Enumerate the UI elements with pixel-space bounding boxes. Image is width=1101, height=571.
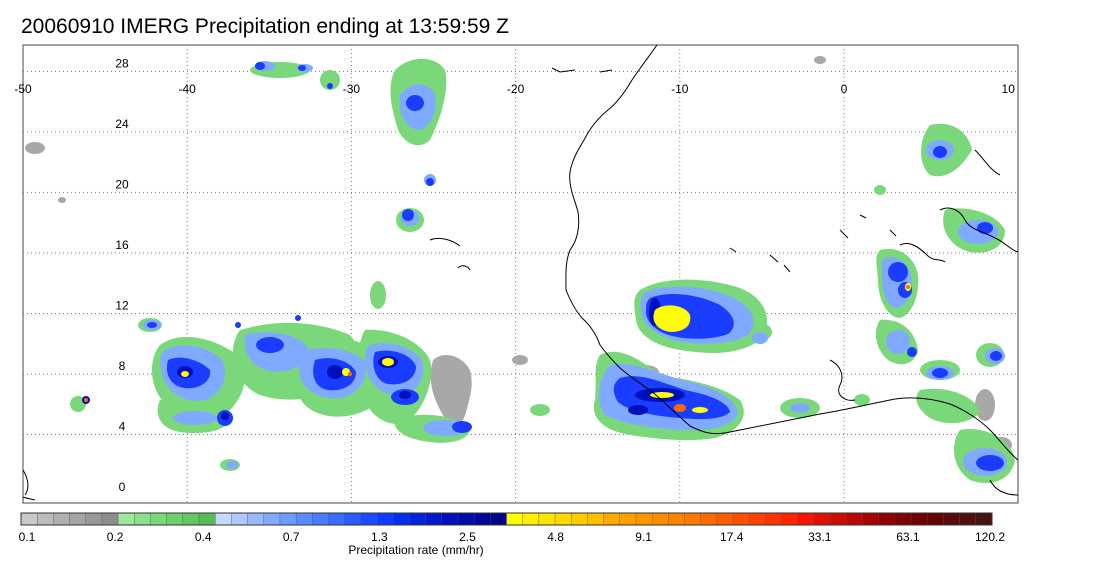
colorbar-swatch (457, 512, 475, 526)
colorbar-tick-label: 120.2 (975, 530, 1005, 544)
colorbar-tick-label: 0.4 (195, 530, 212, 544)
colorbar-swatch (441, 512, 459, 526)
colorbar-swatch (20, 512, 38, 526)
colorbar-swatch (312, 512, 329, 526)
colorbar-swatch (295, 512, 313, 526)
colorbar-swatch (360, 512, 378, 526)
latitude-tick-label: 12 (115, 298, 129, 312)
colorbar-swatch (910, 512, 928, 526)
colorbar-tick-label: 0.1 (19, 530, 36, 544)
colorbar-swatch (538, 512, 556, 526)
colorbar-tick-label: 9.1 (635, 530, 652, 544)
colorbar-swatch (797, 512, 815, 526)
colorbar-swatch (829, 512, 847, 526)
longitude-tick-label: 0 (841, 82, 848, 96)
colorbar-swatch (700, 512, 718, 526)
colorbar-swatch (878, 512, 896, 526)
colorbar-tick-label: 0.7 (283, 530, 300, 544)
colorbar-swatch (927, 512, 944, 526)
precipitation-field (25, 56, 1015, 484)
colorbar-swatch (749, 512, 766, 526)
longitude-tick-label: 10 (1002, 82, 1016, 96)
colorbar-tick-label: 2.5 (459, 530, 476, 544)
colorbar-swatch (587, 512, 605, 526)
latitude-tick-label: 28 (115, 56, 129, 70)
colorbar-swatch (781, 512, 799, 526)
colorbar-swatch (53, 512, 71, 526)
colorbar-swatch (134, 512, 151, 526)
colorbar-swatch (198, 512, 216, 526)
colorbar-swatch (69, 512, 87, 526)
colorbar-swatch (117, 512, 135, 526)
colorbar-swatch (231, 512, 249, 526)
colorbar-swatch (603, 512, 621, 526)
colorbar-swatch (263, 512, 281, 526)
colorbar-swatch (409, 512, 427, 526)
colorbar-swatch (150, 512, 168, 526)
colorbar-swatch (554, 512, 572, 526)
colorbar-label: Precipitation rate (mm/hr) (348, 543, 483, 557)
colorbar-tick-label: 4.8 (547, 530, 564, 544)
colorbar-swatch (716, 512, 734, 526)
colorbar-swatch (393, 512, 410, 526)
map-title: 20060910 IMERG Precipitation ending at 1… (21, 15, 509, 38)
colorbar-tick-label: 17.4 (720, 530, 744, 544)
colorbar-swatch (247, 512, 265, 526)
latitude-tick-label: 8 (119, 359, 126, 373)
colorbar-swatch (651, 512, 669, 526)
longitude-tick-label: -40 (179, 82, 197, 96)
colorbar-tick-label: 1.3 (371, 530, 388, 544)
colorbar-swatch (668, 512, 686, 526)
colorbar-border (20, 512, 993, 526)
colorbar-swatch (619, 512, 637, 526)
colorbar-swatch (635, 512, 653, 526)
latitude-tick-label: 16 (115, 238, 129, 252)
map-frame (22, 44, 1019, 504)
colorbar-swatch (214, 512, 232, 526)
colorbar-swatch (894, 512, 912, 526)
longitude-tick-label: -10 (671, 82, 689, 96)
colorbar-swatch (344, 512, 362, 526)
colorbar-swatch (182, 512, 200, 526)
colorbar-swatch (732, 512, 750, 526)
colorbar-swatch (279, 512, 297, 526)
colorbar-swatch (506, 512, 524, 526)
colorbar-swatch (522, 512, 540, 526)
colorbar-swatch (36, 512, 54, 526)
colorbar-swatch (862, 512, 880, 526)
colorbar-swatch (959, 512, 977, 526)
colorbar-swatch (975, 512, 993, 526)
colorbar-swatch (943, 512, 961, 526)
colorbar-swatch (765, 512, 783, 526)
colorbar-swatch (813, 512, 831, 526)
colorbar-swatch (85, 512, 103, 526)
colorbar-swatch (571, 512, 588, 526)
colorbar-swatch (166, 512, 184, 526)
colorbar-swatch (490, 512, 508, 526)
longitude-labels: -50 -40 -30 -20 -10 0 10 (14, 82, 1015, 96)
colorbar-swatch (684, 512, 702, 526)
colorbar (20, 512, 993, 526)
longitude-tick-label: -20 (507, 82, 525, 96)
colorbar-swatch (376, 512, 394, 526)
latitude-labels: 28 24 20 16 12 8 4 0 (115, 56, 129, 494)
colorbar-tick-label: 33.1 (808, 530, 832, 544)
longitude-tick-label: -50 (14, 82, 32, 96)
colorbar-tick-label: 63.1 (896, 530, 920, 544)
colorbar-swatch (425, 512, 443, 526)
colorbar-swatch (328, 512, 346, 526)
graticule (23, 45, 1018, 503)
colorbar-swatch (846, 512, 864, 526)
latitude-tick-label: 24 (115, 117, 129, 131)
longitude-tick-label: -30 (343, 82, 361, 96)
latitude-tick-label: 4 (119, 419, 126, 433)
colorbar-swatch (101, 512, 119, 526)
colorbar-tick-labels: 0.1 0.2 0.4 0.7 1.3 2.5 4.8 9.1 17.4 33.1 63.1 120.… (19, 530, 1006, 544)
colorbar-swatch (473, 512, 491, 526)
latitude-tick-label: 0 (119, 480, 126, 494)
coastline (23, 45, 1018, 501)
colorbar-tick-label: 0.2 (107, 530, 124, 544)
latitude-tick-label: 20 (115, 177, 129, 191)
